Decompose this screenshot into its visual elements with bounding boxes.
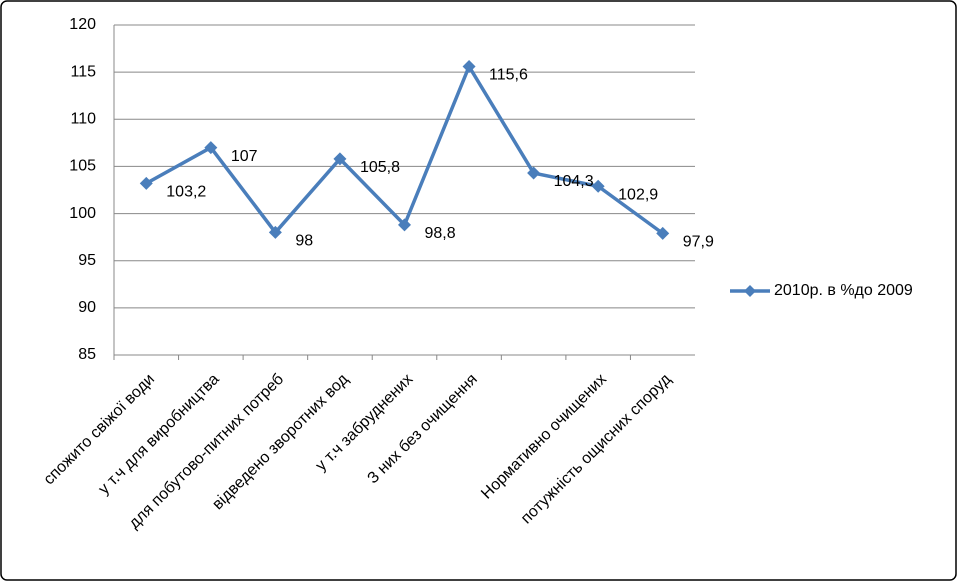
data-label: 104,3 — [554, 173, 594, 190]
data-point — [333, 152, 347, 166]
data-label: 103,2 — [166, 184, 206, 201]
data-point — [591, 179, 605, 193]
y-tick-label: 110 — [70, 111, 96, 128]
data-point — [656, 226, 670, 240]
y-tick-label: 115 — [70, 63, 96, 80]
y-tick-label: 120 — [69, 16, 96, 33]
data-point — [462, 59, 476, 73]
legend-marker — [744, 285, 756, 297]
data-point — [398, 218, 411, 232]
legend-label: 2010р. в %до 2009 — [774, 282, 913, 299]
y-tick-label: 90 — [78, 299, 96, 316]
y-tick-label: 95 — [78, 252, 96, 269]
data-label: 98 — [295, 233, 313, 250]
y-tick-label: 105 — [69, 158, 96, 175]
y-tick-label: 100 — [69, 205, 96, 222]
data-point — [527, 166, 541, 180]
data-point — [204, 141, 218, 155]
data-point — [139, 176, 153, 190]
data-label: 105,8 — [360, 159, 400, 176]
data-label: 98,8 — [425, 225, 456, 242]
data-label: 102,9 — [618, 186, 658, 203]
data-point — [268, 225, 282, 239]
data-label: 97,9 — [683, 234, 714, 251]
y-tick-label: 85 — [78, 346, 96, 363]
data-label: 115,6 — [489, 67, 528, 84]
data-label: 107 — [231, 148, 258, 165]
